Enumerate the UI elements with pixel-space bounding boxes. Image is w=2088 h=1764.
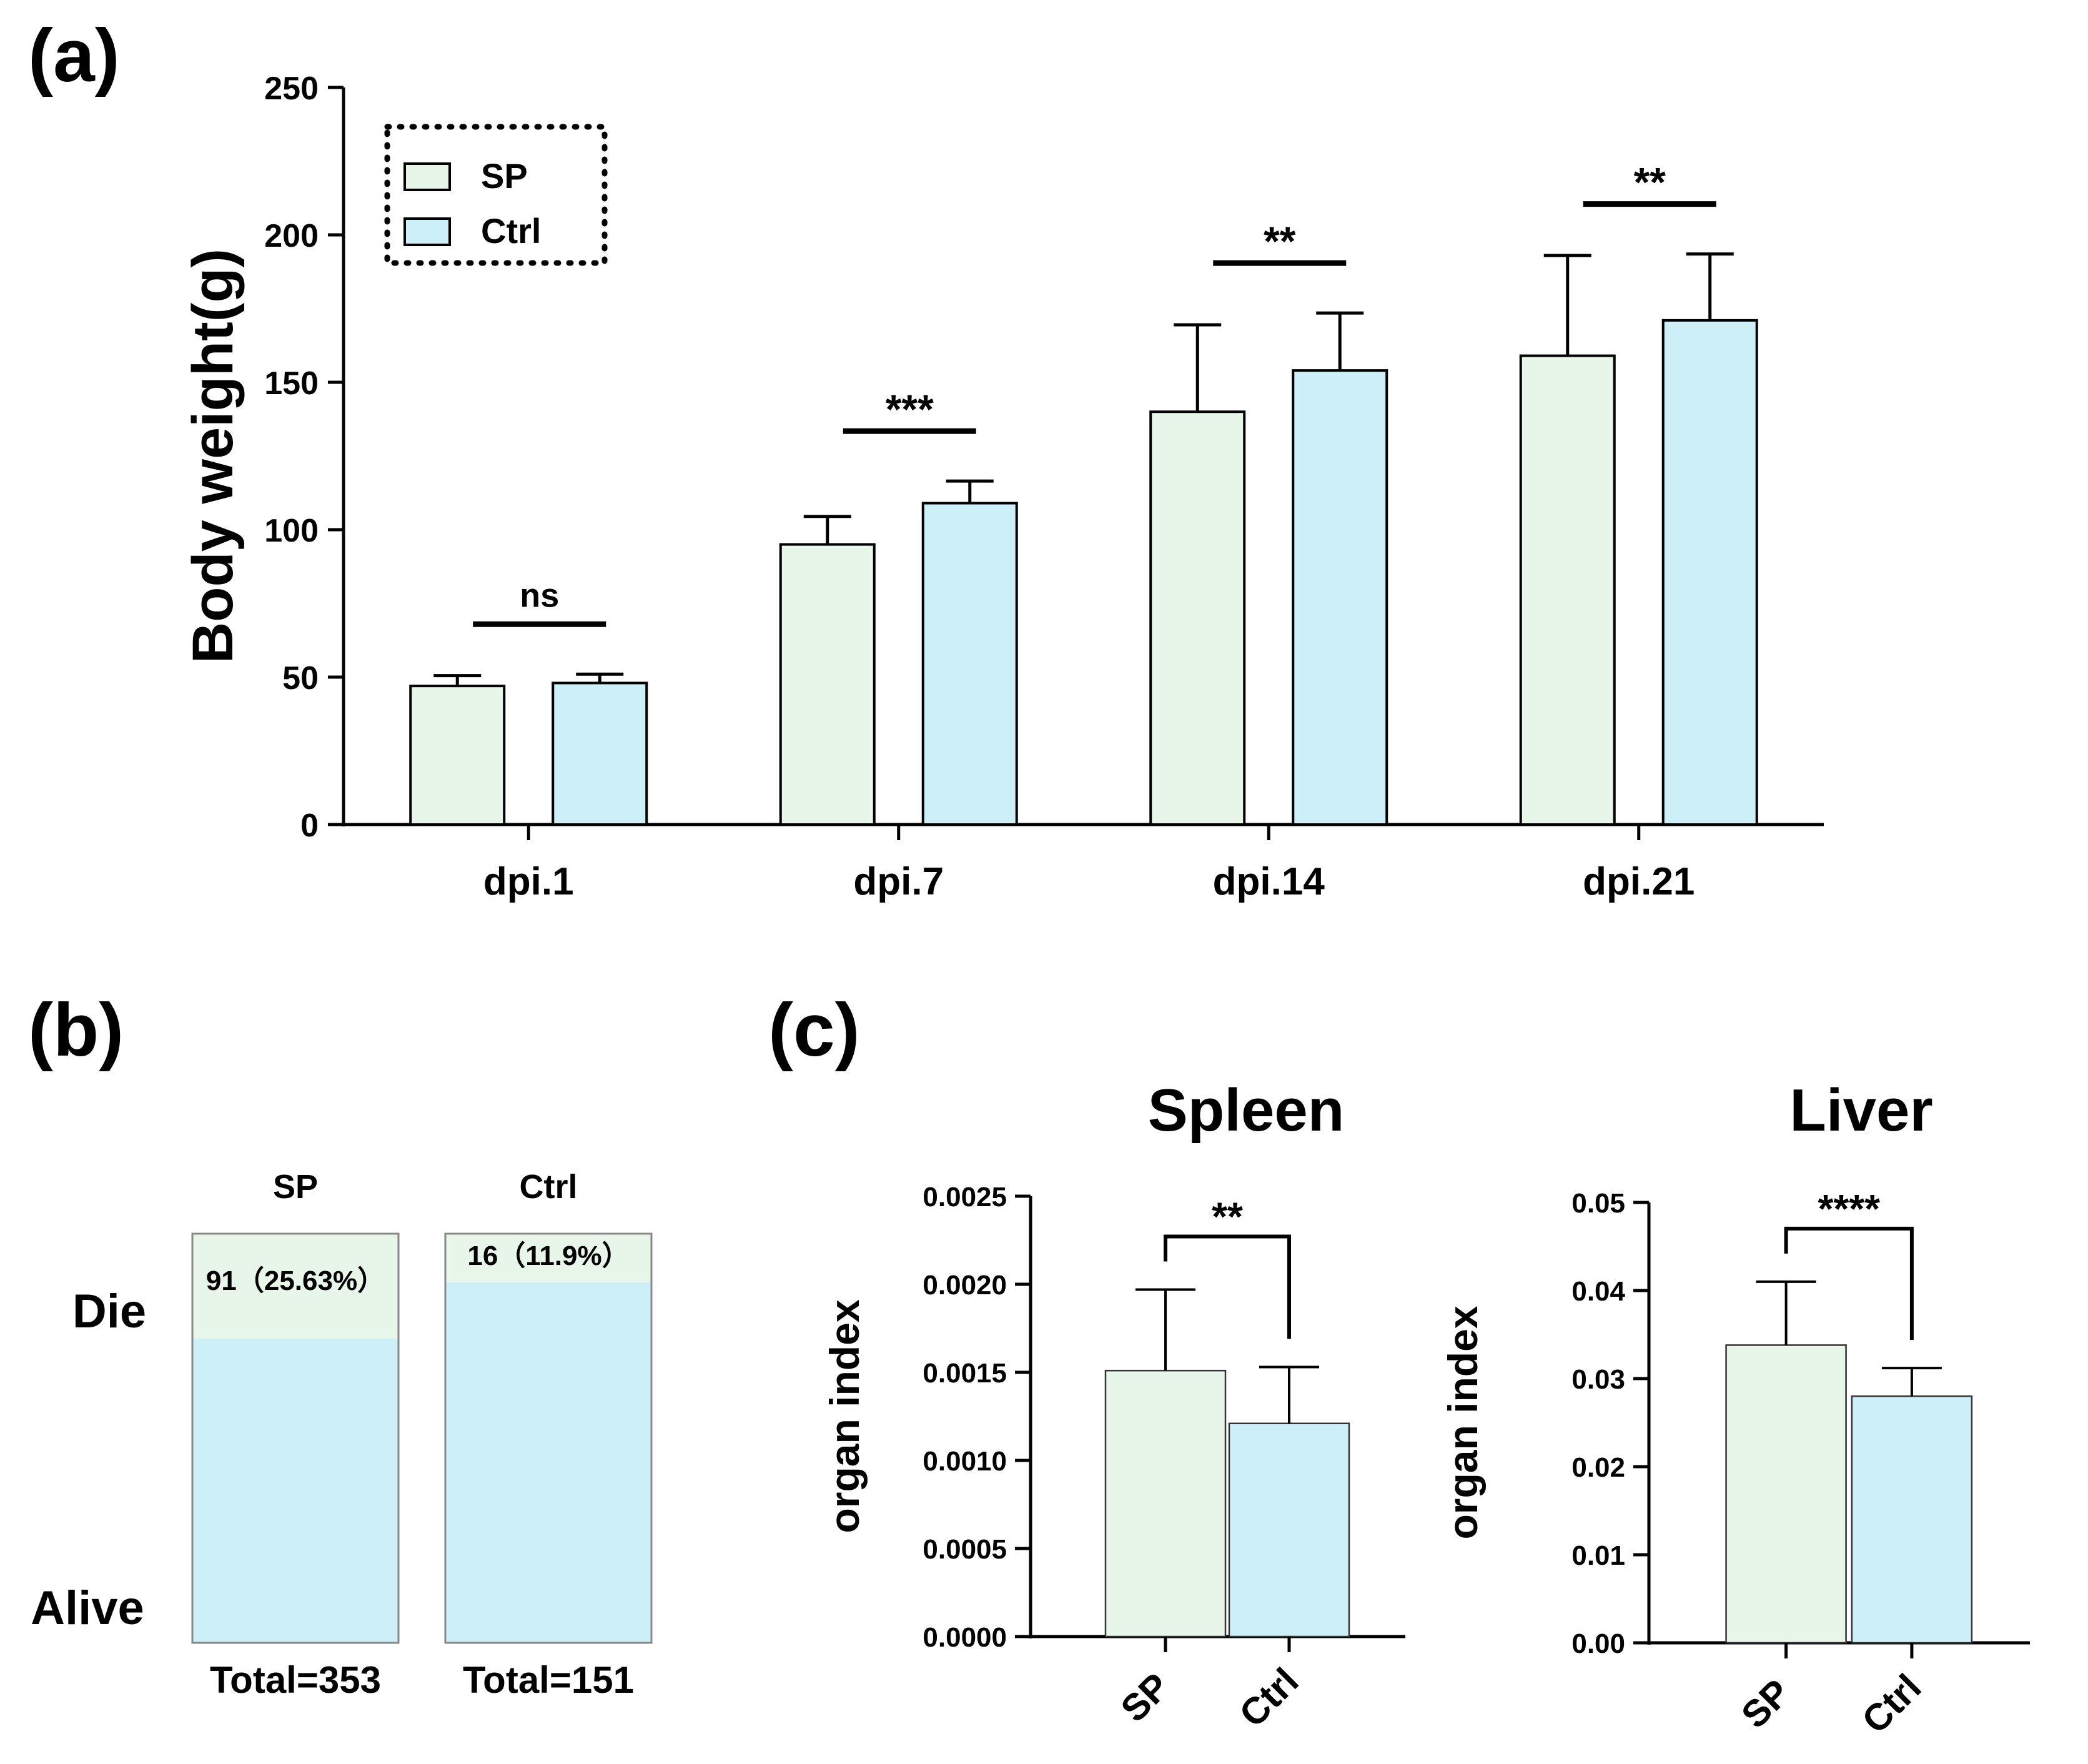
legend-label: Ctrl [481, 211, 541, 250]
y-tick-label: 0.00 [1571, 1628, 1625, 1659]
row-label-alive: Alive [31, 1582, 144, 1635]
x-tick-label: SP [1733, 1672, 1798, 1737]
y-tick-label: 0.02 [1571, 1452, 1625, 1483]
x-tick-label: Ctrl [1231, 1660, 1306, 1735]
y-axis-label: organ index [1440, 1306, 1486, 1539]
y-tick-label: 0.0010 [923, 1446, 1007, 1477]
y-tick-label: 0.0025 [923, 1182, 1007, 1212]
significance-label: **** [1818, 1186, 1880, 1231]
panel-label-a: (a) [28, 14, 120, 97]
x-tick-label: dpi.14 [1213, 860, 1325, 903]
x-tick-label: Ctrl [1854, 1666, 1929, 1741]
y-tick-label: 0.04 [1571, 1276, 1625, 1307]
x-tick-label: dpi.7 [853, 860, 944, 903]
bar-ctrl [1292, 369, 1388, 826]
bar-sp [1725, 1344, 1847, 1644]
bar-ctrl [552, 681, 648, 826]
significance-label: *** [886, 386, 934, 432]
bar-ctrl [921, 502, 1018, 826]
y-tick-label: 50 [282, 660, 319, 696]
y-axis-label: organ index [821, 1299, 868, 1533]
x-tick-label: dpi.21 [1583, 860, 1695, 903]
y-tick-label: 0.03 [1571, 1364, 1625, 1395]
panel-label-c: (c) [768, 988, 860, 1072]
y-tick-label: 0.0015 [923, 1358, 1007, 1389]
x-tick-label: SP [1113, 1665, 1178, 1730]
y-tick-label: 0.0020 [923, 1270, 1007, 1301]
bar-ctrl [1851, 1395, 1973, 1644]
bar-outline [191, 1232, 400, 1644]
group-label: SP [273, 1168, 318, 1206]
significance-bracket [1164, 1234, 1291, 1339]
chart-title: Liver [1789, 1077, 1932, 1144]
chart-title: Spleen [1148, 1077, 1345, 1144]
legend-label: SP [481, 156, 528, 196]
y-tick-label: 100 [264, 513, 319, 549]
y-tick-label: 150 [264, 365, 319, 402]
bar-sp [1519, 354, 1616, 826]
spleen-index-chart: Spleen 0.0000 0.0005 0.0010 0.0015 0.0020 0.00… [821, 1077, 1405, 1735]
die-annotation: 91（25.63%） [206, 1266, 385, 1296]
y-tick-label: 0 [300, 808, 319, 844]
bar-sp [1149, 410, 1246, 826]
x-tick-label: dpi.1 [483, 860, 574, 903]
bar-ctrl [1228, 1422, 1350, 1638]
total-label: Total=353 [210, 1659, 381, 1701]
die-annotation: 16（11.9%） [467, 1241, 629, 1271]
bar-ctrl [1661, 319, 1758, 826]
significance-label: ** [1212, 1194, 1243, 1239]
y-tick-label: 0.0000 [923, 1622, 1007, 1653]
bar-sp [779, 543, 876, 826]
row-label-die: Die [72, 1285, 146, 1338]
total-label: Total=151 [463, 1659, 634, 1701]
alive-segment [445, 1282, 651, 1643]
alive-segment [192, 1338, 398, 1643]
bar-sp [409, 685, 506, 826]
die-segment [445, 1234, 651, 1282]
significance-bracket [1784, 1226, 1914, 1340]
y-tick-label: 250 [264, 71, 319, 107]
panel-label-b: (b) [28, 988, 124, 1072]
survival-chart: SP 91（25.63%） Total=353 Ctrl 16（11.9%） Total=… [31, 1168, 653, 1701]
y-tick-label: 0.01 [1571, 1540, 1625, 1571]
die-segment [192, 1234, 398, 1339]
significance-label: ** [1634, 159, 1666, 206]
y-tick-label: 0.05 [1571, 1188, 1625, 1219]
bar-outline [444, 1232, 653, 1644]
liver-index-chart: Liver 0.00 0.01 0.02 0.03 0.04 0.05 organ index… [1440, 1077, 2030, 1742]
legend-box [384, 124, 608, 266]
legend-swatch-sp [403, 162, 451, 191]
y-tick-label: 0.0005 [923, 1534, 1007, 1565]
y-axis-label: Body weight(g) [181, 249, 245, 663]
body-weight-chart: 0 50 100 150 200 250 Body weight(g) dpi.1 ns dpi.… [181, 71, 1824, 903]
y-tick-label: 200 [264, 218, 319, 254]
group-label: Ctrl [520, 1168, 578, 1206]
legend-swatch-ctrl [403, 217, 451, 246]
significance-label: ns [520, 577, 559, 614]
significance-label: ** [1264, 218, 1296, 264]
bar-sp [1104, 1369, 1227, 1638]
